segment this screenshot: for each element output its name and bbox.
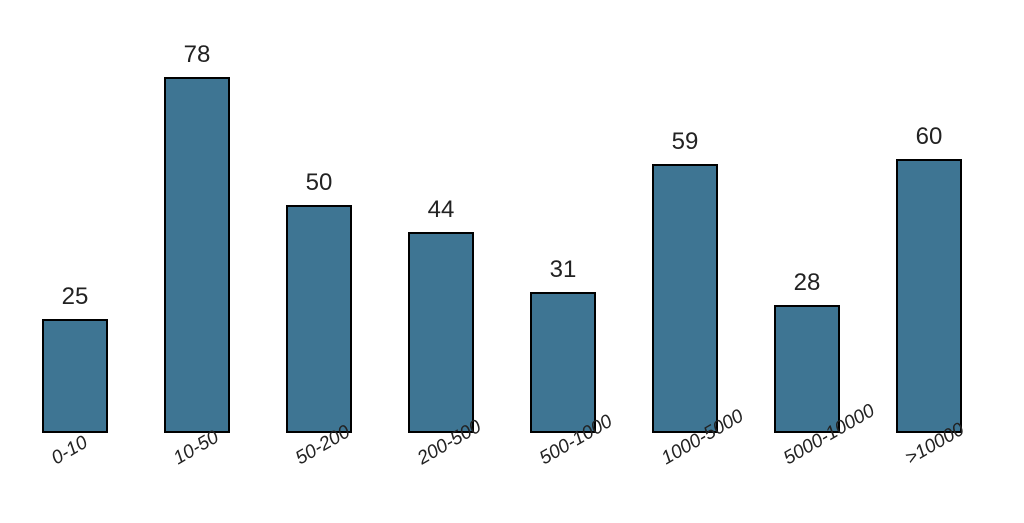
bar-group: 5050-200 [286,205,352,433]
bar [286,205,352,433]
bar [530,292,596,433]
x-axis-label: 0-10 [48,432,92,470]
x-axis-label: 10-50 [170,427,223,470]
bar-value-label: 28 [794,269,821,297]
bar [408,232,474,433]
bar-chart: 250-107810-505050-20044200-50031500-1000… [0,0,1024,523]
bar [896,159,962,433]
bar-group: 31500-1000 [530,292,596,433]
bar [652,164,718,433]
bar-value-label: 50 [306,169,333,197]
bar-group: 285000-10000 [774,305,840,433]
bar [42,319,108,433]
bar-value-label: 25 [62,283,89,311]
bar-group: 44200-500 [408,232,474,433]
bar [164,77,230,433]
bar-value-label: 60 [916,123,943,151]
bar-group: 250-10 [42,319,108,433]
bar-group: 591000-5000 [652,164,718,433]
bar-value-label: 78 [184,41,211,69]
bar-value-label: 31 [550,256,577,284]
bar [774,305,840,433]
bar-value-label: 44 [428,196,455,224]
bar-group: 60>10000 [896,159,962,433]
bar-value-label: 59 [672,128,699,156]
bar-group: 7810-50 [164,77,230,433]
